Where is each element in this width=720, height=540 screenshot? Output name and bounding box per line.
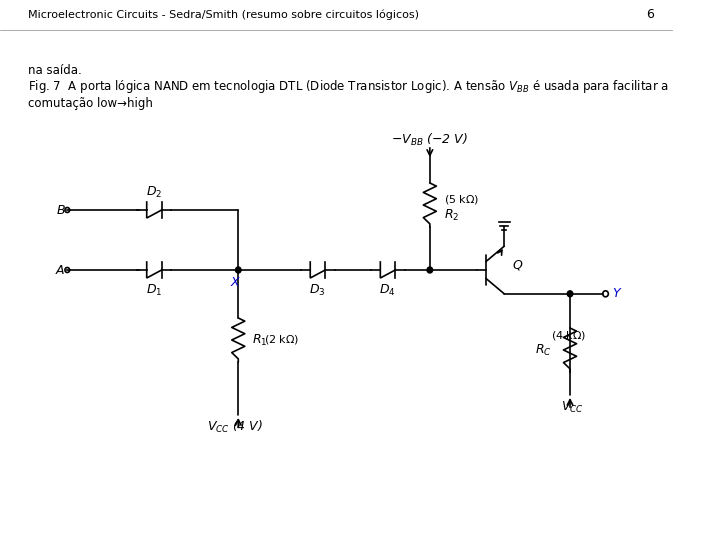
Text: $B$: $B$ <box>55 204 66 217</box>
Text: $R_2$: $R_2$ <box>444 207 459 222</box>
Text: Microelectronic Circuits - Sedra/Smith (resumo sobre circuitos lógicos): Microelectronic Circuits - Sedra/Smith (… <box>28 10 419 20</box>
Text: $X$: $X$ <box>230 275 241 288</box>
Text: $Q$: $Q$ <box>512 258 523 272</box>
Text: $R_1$: $R_1$ <box>252 333 268 348</box>
Circle shape <box>567 291 573 297</box>
Text: $D_1$: $D_1$ <box>146 282 163 298</box>
Text: $D_2$: $D_2$ <box>146 185 162 200</box>
Circle shape <box>235 267 241 273</box>
Text: $D_3$: $D_3$ <box>310 282 326 298</box>
Text: Fig. 7  A porta lógica NAND em tecnologia DTL (Diode Transistor Logic). A tensão: Fig. 7 A porta lógica NAND em tecnologia… <box>28 78 669 110</box>
Text: (4 k$\Omega$): (4 k$\Omega$) <box>552 329 587 342</box>
Text: $R_C$: $R_C$ <box>534 342 552 357</box>
Text: na saída.: na saída. <box>28 64 82 77</box>
Text: (2 k$\Omega$): (2 k$\Omega$) <box>264 334 300 347</box>
Text: $V_{CC}$: $V_{CC}$ <box>562 400 584 415</box>
Text: $V_{CC}$ (4 V): $V_{CC}$ (4 V) <box>207 419 264 435</box>
Text: $D_4$: $D_4$ <box>379 282 396 298</box>
Circle shape <box>427 267 433 273</box>
Text: (5 k$\Omega$): (5 k$\Omega$) <box>444 193 480 206</box>
Text: $A$: $A$ <box>55 264 66 276</box>
Text: $-V_{BB}$ ($-$2 V): $-V_{BB}$ ($-$2 V) <box>392 132 468 148</box>
Text: 6: 6 <box>647 9 654 22</box>
Text: $Y$: $Y$ <box>612 287 623 300</box>
